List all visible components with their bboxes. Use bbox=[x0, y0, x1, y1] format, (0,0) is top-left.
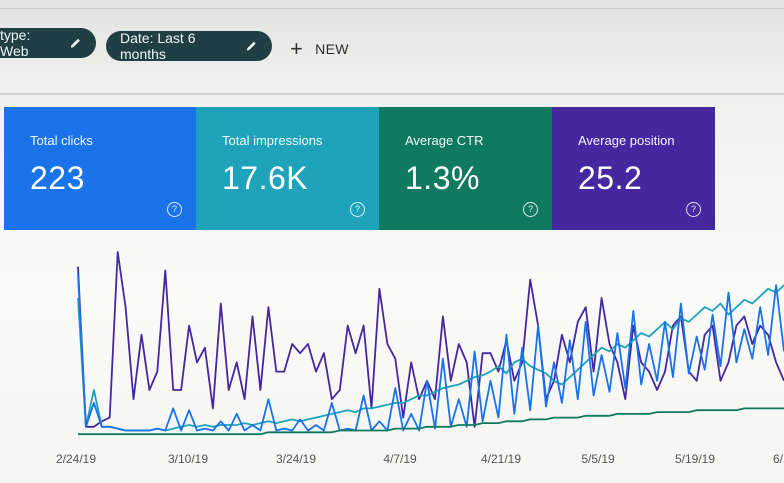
help-icon[interactable]: ? bbox=[167, 202, 182, 217]
x-tick-label: 3/24/19 bbox=[276, 452, 316, 466]
x-tick-label: 5/5/19 bbox=[581, 452, 615, 466]
metric-card-total-clicks[interactable]: Total clicks 223 ? bbox=[4, 107, 196, 230]
metric-label: Total impressions bbox=[222, 133, 323, 148]
metric-label: Average CTR bbox=[405, 133, 484, 148]
x-axis-ticks: 2/24/19 3/10/19 3/24/19 4/7/19 4/21/19 5/5/19… bbox=[56, 452, 784, 466]
series-layer bbox=[77, 251, 784, 436]
metric-value: 25.2 bbox=[578, 160, 643, 196]
metric-value: 1.3% bbox=[405, 160, 480, 196]
x-tick-label: 6/ bbox=[773, 452, 784, 466]
metric-card-average-ctr[interactable]: Average CTR 1.3% ? bbox=[379, 107, 552, 230]
new-filter-label: NEW bbox=[315, 41, 349, 57]
filter-chip-type[interactable]: type: Web bbox=[0, 27, 96, 59]
top-divider bbox=[0, 8, 784, 9]
x-tick-label: 2/24/19 bbox=[56, 452, 96, 466]
help-icon[interactable]: ? bbox=[523, 202, 538, 217]
metric-value: 17.6K bbox=[222, 160, 309, 196]
pencil-icon[interactable] bbox=[245, 39, 258, 53]
filter-chip-date[interactable]: Date: Last 6 months bbox=[106, 30, 272, 62]
new-filter-button[interactable]: + NEW bbox=[290, 36, 349, 62]
series-line-average-ctr[interactable] bbox=[78, 407, 784, 436]
series-line-average-position[interactable] bbox=[77, 251, 784, 428]
x-tick-label: 5/19/19 bbox=[675, 452, 715, 466]
filter-chip-date-label: Date: Last 6 months bbox=[120, 30, 196, 62]
metric-value: 223 bbox=[30, 160, 85, 196]
x-tick-label: 4/7/19 bbox=[383, 452, 417, 466]
series-line-total-clicks[interactable] bbox=[77, 274, 784, 432]
filter-bar-divider bbox=[0, 93, 784, 95]
x-tick-label: 3/10/19 bbox=[168, 452, 208, 466]
metric-card-total-impressions[interactable]: Total impressions 17.6K ? bbox=[196, 107, 379, 230]
metric-label: Total clicks bbox=[30, 133, 93, 148]
help-icon[interactable]: ? bbox=[686, 202, 701, 217]
metric-card-average-position[interactable]: Average position 25.2 ? bbox=[552, 107, 715, 230]
help-icon[interactable]: ? bbox=[350, 202, 365, 217]
filter-chip-type-label: type: Web bbox=[0, 27, 31, 59]
plus-icon: + bbox=[290, 36, 304, 61]
metric-label: Average position bbox=[578, 133, 675, 148]
x-tick-label: 4/21/19 bbox=[481, 452, 521, 466]
performance-line-chart: 2/24/19 3/10/19 3/24/19 4/7/19 4/21/19 5/5/19… bbox=[56, 251, 784, 466]
pencil-icon[interactable] bbox=[69, 36, 82, 50]
